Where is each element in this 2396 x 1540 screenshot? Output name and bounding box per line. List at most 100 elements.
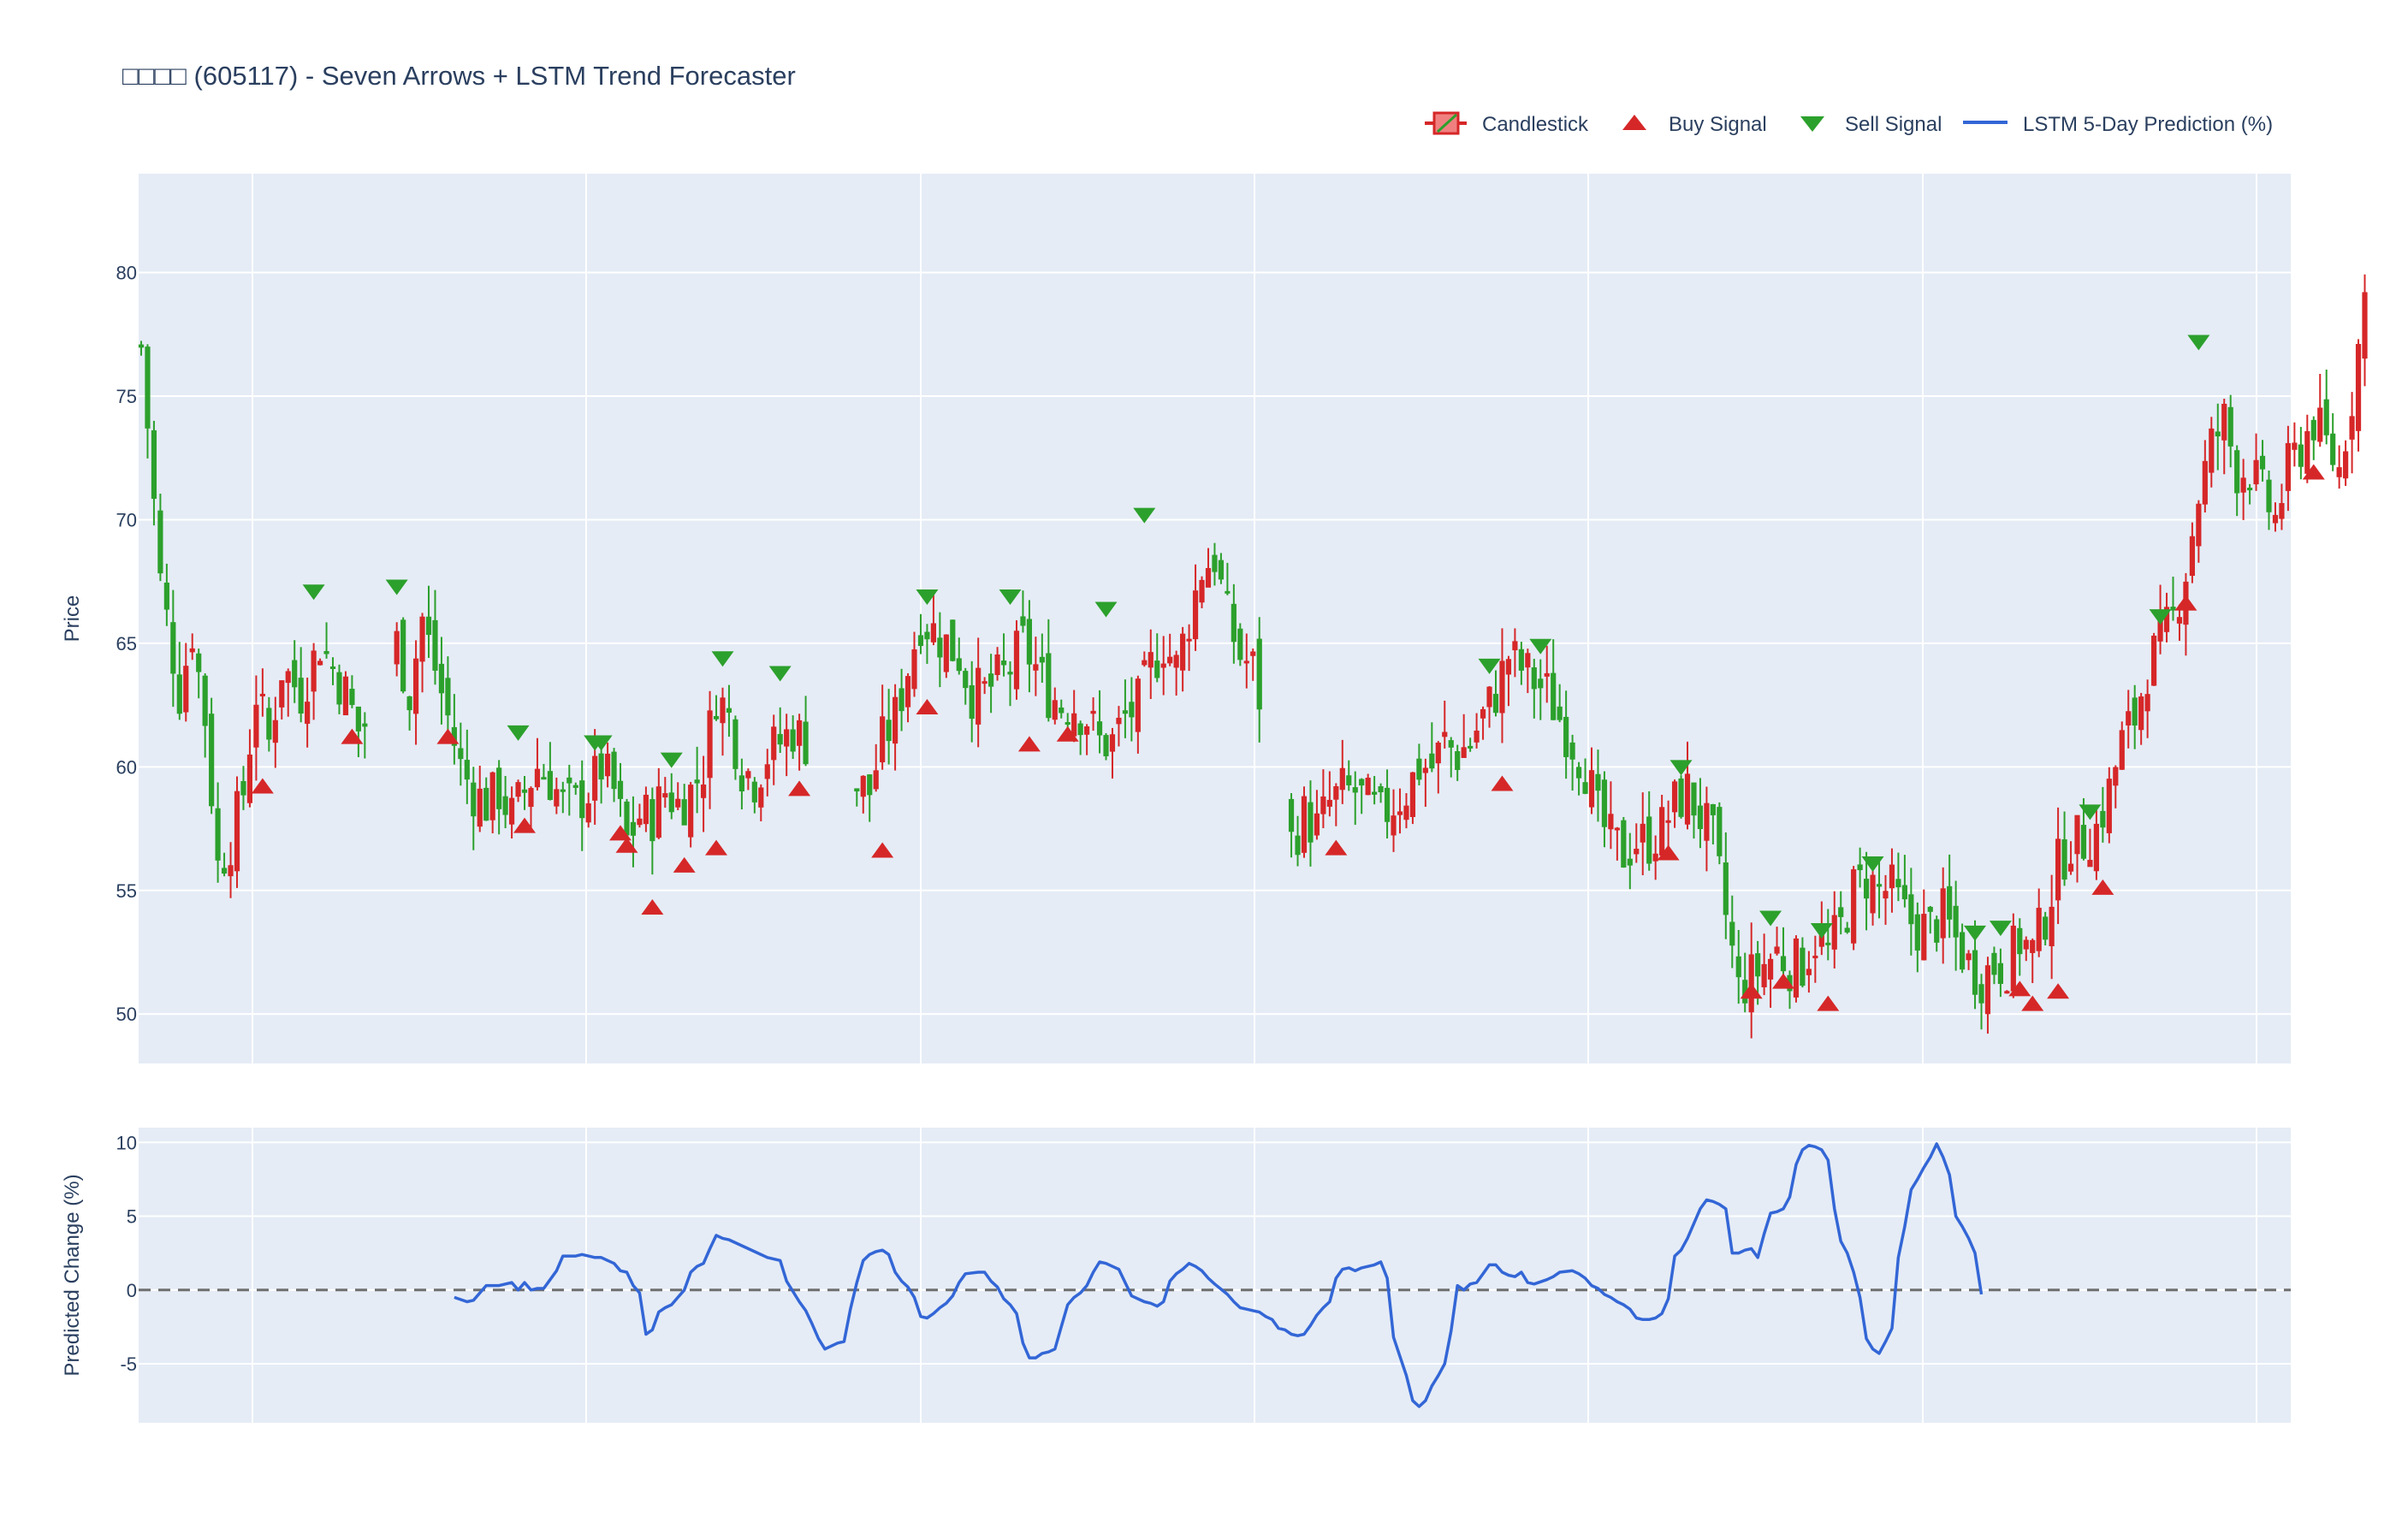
candle[interactable]	[1665, 800, 1671, 850]
candle[interactable]	[412, 640, 419, 745]
candle[interactable]	[298, 647, 304, 723]
sell-signal-marker[interactable]	[302, 584, 325, 601]
candle[interactable]	[2227, 394, 2233, 468]
candle[interactable]	[1838, 891, 1844, 935]
candle[interactable]	[1129, 677, 1135, 742]
candle[interactable]	[2043, 911, 2049, 946]
candle[interactable]	[579, 760, 585, 851]
candle[interactable]	[1761, 933, 1767, 996]
candle[interactable]	[1180, 626, 1186, 692]
candle[interactable]	[508, 786, 515, 839]
buy-signal-marker[interactable]	[251, 778, 274, 794]
candle[interactable]	[982, 677, 987, 695]
buy-signal-marker[interactable]	[615, 837, 638, 853]
candle[interactable]	[1671, 779, 1678, 828]
candle[interactable]	[2144, 679, 2150, 738]
candle[interactable]	[458, 722, 464, 786]
candle[interactable]	[1575, 761, 1582, 796]
buy-signal-marker[interactable]	[788, 780, 811, 797]
candle[interactable]	[2298, 426, 2304, 480]
candle[interactable]	[1908, 868, 1914, 956]
candle[interactable]	[2196, 500, 2202, 563]
candle[interactable]	[1378, 783, 1384, 803]
candle[interactable]	[2010, 913, 2016, 998]
sell-signal-marker[interactable]	[1964, 925, 1987, 941]
candle[interactable]	[170, 589, 176, 708]
candle[interactable]	[1333, 783, 1339, 826]
candle[interactable]	[1806, 951, 1812, 993]
candle[interactable]	[151, 420, 157, 526]
candle[interactable]	[1461, 714, 1467, 758]
candle[interactable]	[2004, 990, 2010, 994]
candle[interactable]	[1569, 734, 1575, 791]
candle[interactable]	[1256, 617, 1262, 743]
sell-signal-marker[interactable]	[2149, 609, 2172, 625]
candle[interactable]	[1320, 769, 1326, 829]
buy-signal-marker[interactable]	[871, 842, 894, 858]
candle[interactable]	[163, 563, 169, 626]
candle[interactable]	[240, 766, 246, 810]
candle[interactable]	[1531, 659, 1537, 719]
candle[interactable]	[2362, 274, 2368, 387]
candle[interactable]	[1422, 758, 1428, 808]
candle[interactable]	[329, 657, 336, 685]
candle[interactable]	[2221, 398, 2227, 475]
candle[interactable]	[1895, 852, 1901, 902]
candle[interactable]	[215, 782, 221, 883]
candle[interactable]	[1525, 649, 1531, 694]
candle[interactable]	[272, 696, 278, 768]
candle[interactable]	[963, 667, 969, 705]
candle[interactable]	[1339, 739, 1345, 804]
candle[interactable]	[2349, 392, 2355, 474]
candle[interactable]	[196, 649, 202, 699]
candle[interactable]	[2036, 888, 2042, 957]
candle[interactable]	[1397, 788, 1403, 834]
candle[interactable]	[1800, 937, 1806, 988]
candle[interactable]	[1109, 727, 1116, 779]
candle[interactable]	[688, 782, 694, 848]
candle[interactable]	[285, 668, 291, 717]
candle[interactable]	[1237, 623, 1243, 666]
candle[interactable]	[1468, 737, 1474, 752]
candle[interactable]	[1059, 699, 1065, 719]
candle[interactable]	[566, 764, 572, 816]
candle[interactable]	[2113, 765, 2119, 808]
candle[interactable]	[2049, 874, 2055, 980]
candle[interactable]	[528, 786, 534, 832]
candle[interactable]	[1780, 927, 1787, 980]
candle[interactable]	[880, 684, 886, 770]
candle[interactable]	[2240, 459, 2246, 520]
candle[interactable]	[1122, 679, 1129, 738]
candle[interactable]	[797, 714, 803, 771]
candle[interactable]	[2285, 425, 2292, 512]
candle[interactable]	[2336, 445, 2342, 489]
candle[interactable]	[930, 594, 937, 646]
candle[interactable]	[745, 768, 751, 791]
candle[interactable]	[585, 792, 591, 828]
buy-signal-marker[interactable]	[673, 856, 696, 873]
candle[interactable]	[1608, 781, 1614, 850]
candle[interactable]	[675, 782, 681, 810]
buy-signal-marker[interactable]	[513, 817, 537, 833]
candle[interactable]	[1812, 935, 1818, 983]
candle[interactable]	[898, 668, 904, 732]
candle[interactable]	[1582, 758, 1588, 795]
candle[interactable]	[1966, 950, 1972, 970]
candle[interactable]	[400, 617, 406, 694]
candle[interactable]	[1474, 713, 1480, 749]
candle[interactable]	[1301, 786, 1308, 858]
candle[interactable]	[1250, 649, 1256, 681]
candle[interactable]	[611, 748, 617, 803]
candle[interactable]	[1652, 835, 1658, 880]
candle[interactable]	[1365, 773, 1371, 796]
candle[interactable]	[1225, 562, 1231, 595]
candle[interactable]	[1793, 935, 1800, 1003]
candle[interactable]	[713, 695, 720, 721]
candle[interactable]	[1927, 905, 1933, 934]
buy-signal-marker[interactable]	[2008, 980, 2031, 997]
candle[interactable]	[1601, 771, 1608, 848]
buy-signal-marker[interactable]	[1056, 726, 1079, 742]
candle[interactable]	[637, 803, 643, 828]
sell-signal-marker[interactable]	[2079, 804, 2102, 820]
candle[interactable]	[1863, 851, 1870, 931]
